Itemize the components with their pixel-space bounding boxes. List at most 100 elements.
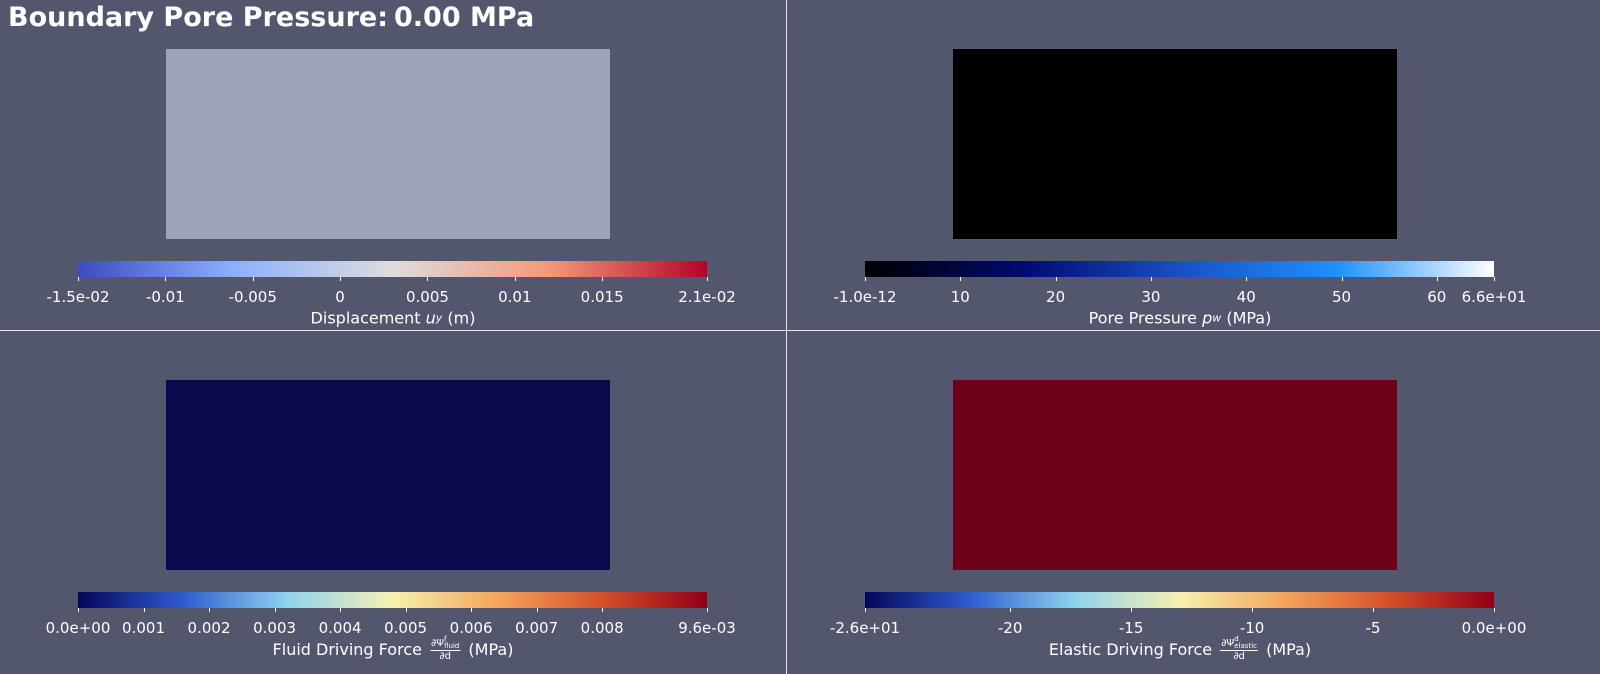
unit: (MPa) bbox=[1260, 639, 1312, 659]
tick bbox=[78, 608, 79, 612]
render-view: -1.5e-02 -0.01 -0.005 0 0.005 0.01 0.015 2.1e-0… bbox=[0, 0, 786, 330]
tick bbox=[78, 277, 79, 281]
denominator: ∂d bbox=[439, 651, 451, 662]
tick bbox=[274, 608, 276, 612]
mesh bbox=[166, 380, 610, 570]
color-bar bbox=[865, 261, 1494, 277]
tick bbox=[1373, 608, 1375, 612]
tick bbox=[1246, 277, 1248, 281]
tick-label: -0.005 bbox=[228, 288, 277, 306]
tick-label: -0.01 bbox=[145, 288, 185, 306]
title-text: Fluid Driving Force bbox=[272, 639, 428, 659]
color-bar bbox=[78, 261, 707, 277]
scripts: d elastic bbox=[1234, 636, 1257, 650]
tick bbox=[602, 608, 604, 612]
tick-label: 0 bbox=[335, 288, 345, 306]
tick bbox=[1252, 608, 1254, 612]
tick bbox=[1010, 608, 1012, 612]
tick bbox=[960, 277, 962, 281]
tick-label: -15 bbox=[1118, 619, 1144, 637]
tick bbox=[1341, 277, 1343, 281]
tick-label: 0.004 bbox=[318, 619, 362, 637]
symbol: u bbox=[425, 308, 436, 328]
render-view: -2.6e+01 -20 -15 -10 -5 0.0e+00 Elastic Drivin… bbox=[787, 331, 1573, 663]
tick-label: 40 bbox=[1236, 288, 1256, 306]
tick-label: 60 bbox=[1427, 288, 1447, 306]
pressure-value: 0.00 MPa bbox=[394, 2, 535, 33]
tick bbox=[1494, 608, 1495, 612]
tick-label: 0.01 bbox=[498, 288, 532, 306]
superscript: f bbox=[444, 635, 447, 643]
tick bbox=[1150, 277, 1152, 281]
divider bbox=[0, 330, 1600, 331]
numerator: ∂Ψ f fluid bbox=[430, 636, 461, 651]
symbol: p bbox=[1202, 308, 1213, 328]
unit: (MPa) bbox=[1221, 308, 1272, 328]
tick bbox=[865, 277, 866, 281]
render-view: -1.0e-12 10 20 30 40 50 60 6.6e+01 Pore Pressure… bbox=[787, 0, 1573, 330]
mesh bbox=[953, 49, 1397, 239]
tick bbox=[405, 608, 407, 612]
numerator: ∂Ψ d elastic bbox=[1220, 636, 1258, 651]
tick bbox=[427, 277, 429, 281]
tick bbox=[471, 608, 473, 612]
tick-label: -1.5e-02 bbox=[46, 288, 110, 306]
tick-label: 50 bbox=[1331, 288, 1352, 306]
tick-label: 0.008 bbox=[580, 619, 624, 637]
tick-label: 0.003 bbox=[253, 619, 297, 637]
subscript: elastic bbox=[1234, 642, 1257, 650]
subscript: fluid bbox=[444, 642, 460, 650]
tick-label: 0.005 bbox=[405, 288, 449, 306]
superscript: d bbox=[1234, 635, 1239, 643]
subscript: y bbox=[435, 311, 443, 325]
numerator-text: ∂Ψ bbox=[431, 638, 445, 649]
unit: (m) bbox=[442, 308, 476, 328]
tick-label: -20 bbox=[997, 619, 1023, 637]
tick bbox=[707, 277, 708, 281]
tick bbox=[252, 277, 254, 281]
render-view: 0.0e+00 0.001 0.002 0.003 0.004 0.005 0.006 0.0… bbox=[0, 331, 786, 662]
tick-label: -10 bbox=[1239, 619, 1265, 637]
tick-label: 2.1e-02 bbox=[678, 288, 736, 306]
tick-label: 0.015 bbox=[580, 288, 624, 306]
tick bbox=[865, 608, 866, 612]
scripts: f fluid bbox=[444, 636, 459, 650]
tick bbox=[340, 608, 342, 612]
tick-label: 0.002 bbox=[187, 619, 231, 637]
tick bbox=[707, 608, 708, 612]
mesh bbox=[953, 380, 1397, 570]
subscript: w bbox=[1212, 311, 1222, 325]
tick-label: -1.0e-12 bbox=[833, 288, 897, 306]
tick-label: 0.0e+00 bbox=[1461, 619, 1527, 637]
tick-label: 0.007 bbox=[515, 619, 559, 637]
tick-label: 9.6e-03 bbox=[678, 619, 736, 637]
tick bbox=[340, 277, 342, 281]
color-bar bbox=[78, 592, 707, 608]
tick-label: 10 bbox=[950, 288, 970, 306]
color-bar bbox=[865, 592, 1494, 608]
title-text: Elastic Driving Force bbox=[1048, 639, 1218, 659]
mesh bbox=[166, 49, 610, 239]
denominator: ∂d bbox=[1233, 651, 1245, 662]
tick-label: 30 bbox=[1141, 288, 1161, 306]
title-text: Pore Pressure bbox=[1088, 308, 1203, 328]
tick-label: -5 bbox=[1365, 619, 1381, 637]
tick-label: 20 bbox=[1046, 288, 1066, 306]
tick bbox=[1131, 608, 1133, 612]
title-text: Displacement bbox=[310, 308, 426, 328]
tick-label: 0.0e+00 bbox=[45, 619, 111, 637]
numerator-text: ∂Ψ bbox=[1221, 638, 1235, 649]
unit: (MPa) bbox=[463, 639, 514, 659]
tick bbox=[514, 277, 516, 281]
tick bbox=[1436, 277, 1438, 281]
tick-label: -2.6e+01 bbox=[829, 619, 901, 637]
tick bbox=[143, 608, 145, 612]
tick-label: 0.006 bbox=[449, 619, 493, 637]
tick bbox=[602, 277, 604, 281]
tick-label: 0.001 bbox=[122, 619, 165, 637]
color-bar-title: Elastic Driving Force ∂Ψ d elastic ∂d (MPa) bbox=[1048, 636, 1312, 663]
fraction: ∂Ψ f fluid ∂d bbox=[430, 636, 461, 662]
